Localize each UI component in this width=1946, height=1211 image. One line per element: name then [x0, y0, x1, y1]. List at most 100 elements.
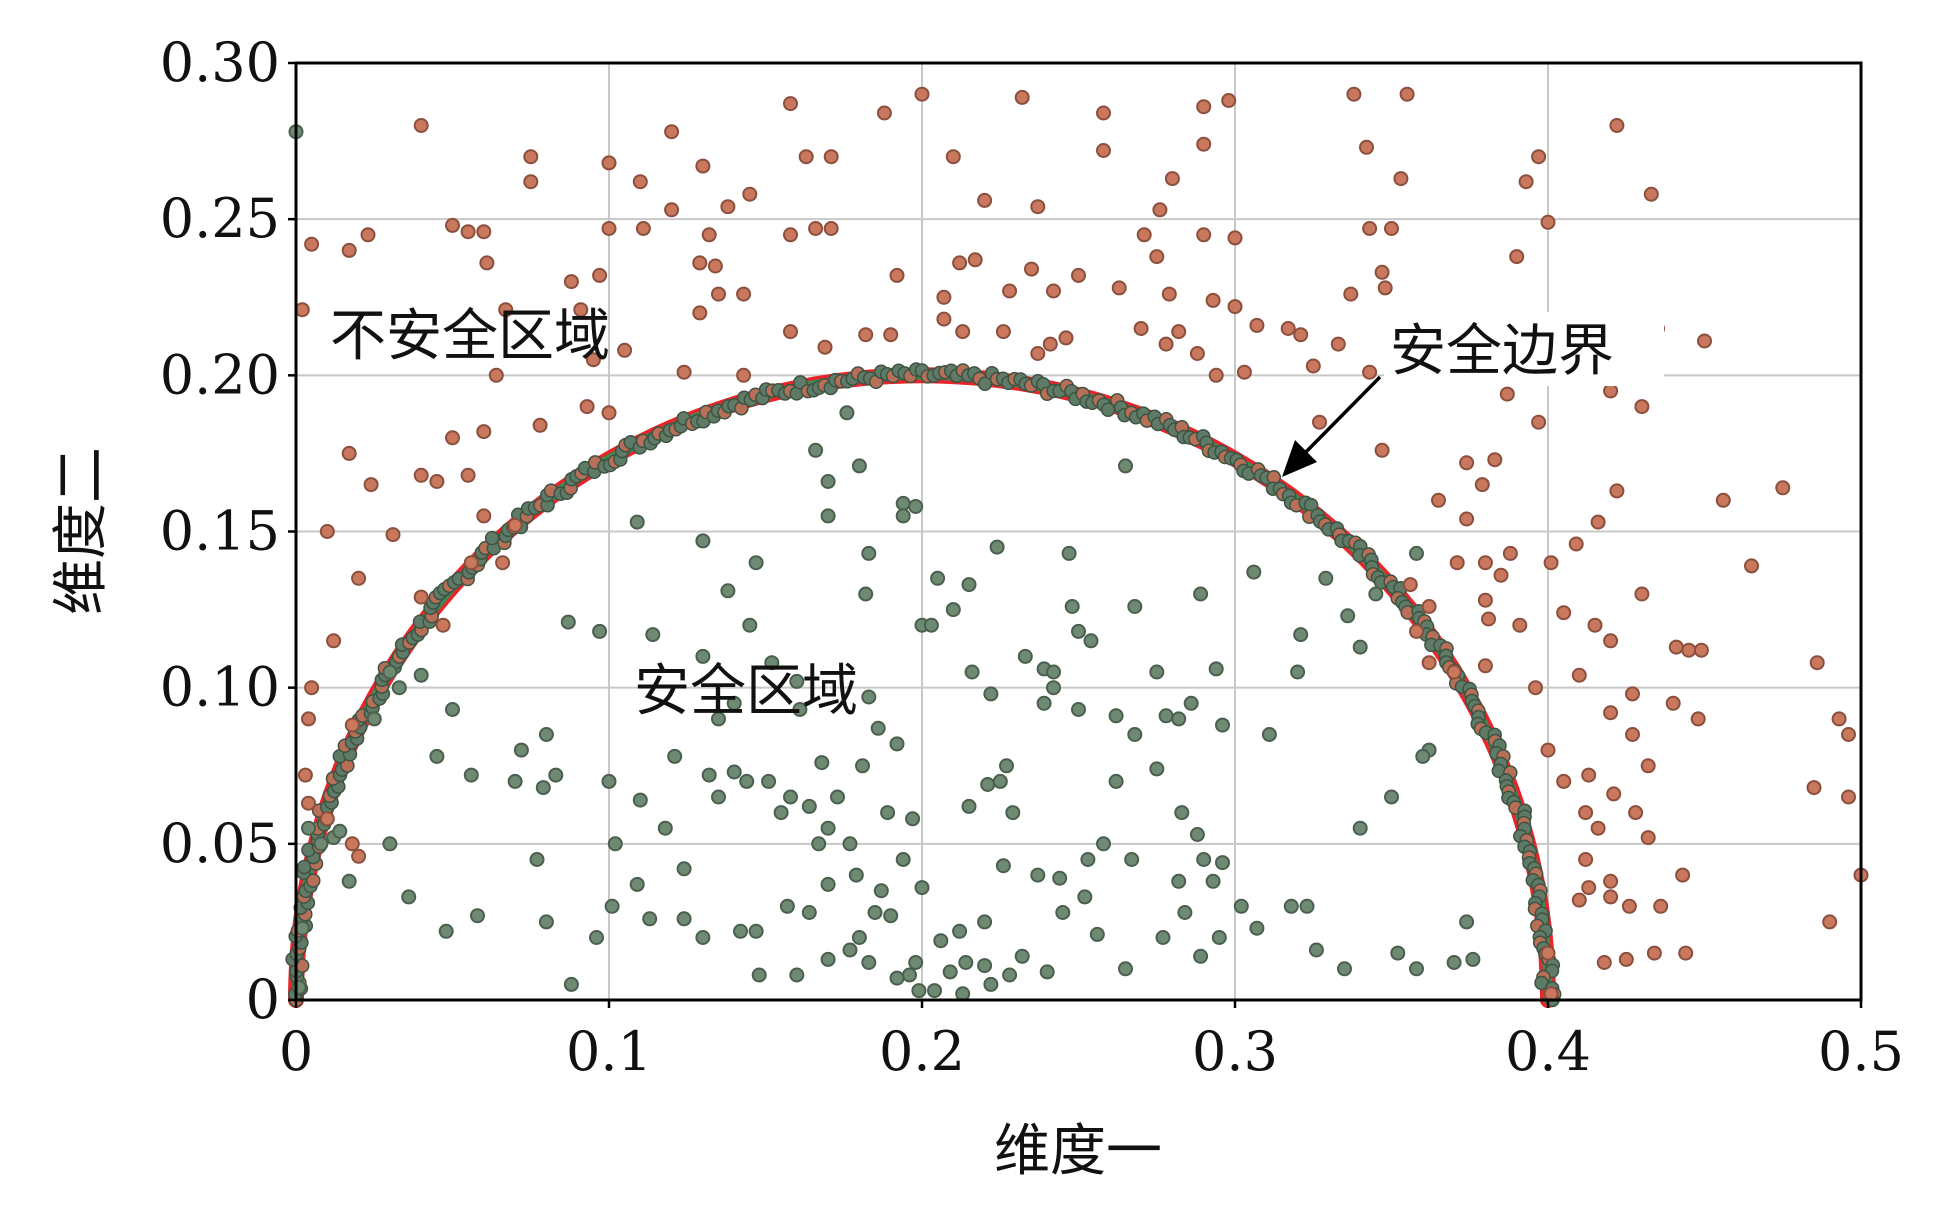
- unsafe-point: [1556, 605, 1572, 621]
- safe-point: [930, 570, 946, 586]
- safe-point: [851, 458, 867, 474]
- safe-point: [945, 602, 961, 618]
- safe-point: [667, 748, 683, 764]
- safe-point: [445, 702, 460, 717]
- safe-point: [761, 773, 777, 789]
- unsafe-point: [1249, 317, 1265, 333]
- safe-point: [830, 789, 845, 805]
- safety-boundary-band: [285, 362, 1562, 1008]
- safe-point: [1155, 930, 1171, 945]
- unsafe-point: [1042, 336, 1058, 352]
- unsafe-point: [945, 149, 961, 165]
- y-tick-label: 0.10: [160, 656, 280, 719]
- unsafe-point: [344, 717, 360, 733]
- safe-point: [1108, 708, 1124, 724]
- safe-point: [1017, 648, 1033, 664]
- unsafe-point: [858, 327, 874, 343]
- unsafe-point: [601, 221, 617, 236]
- unsafe-point: [1402, 577, 1418, 593]
- unsafe-point: [1421, 655, 1437, 671]
- safe-point: [902, 967, 917, 983]
- safe-point: [513, 742, 529, 758]
- boundary-point: [484, 530, 500, 546]
- unsafe-point: [701, 227, 717, 243]
- safe-point: [927, 983, 942, 999]
- safe-point: [923, 617, 939, 633]
- unsafe-point: [1227, 230, 1243, 246]
- unsafe-point: [1578, 852, 1594, 867]
- safe-point: [739, 773, 755, 789]
- unsafe-point: [1459, 455, 1475, 471]
- unsafe-point: [1393, 171, 1409, 187]
- unsafe-point: [1374, 442, 1390, 458]
- unsafe-point: [1096, 143, 1111, 158]
- safe-point: [820, 820, 836, 836]
- unsafe-point: [1208, 367, 1224, 383]
- unsafe-point: [1543, 555, 1559, 571]
- unsafe-point: [1831, 711, 1847, 727]
- unsafe-point: [413, 589, 429, 605]
- safe-point: [751, 967, 767, 983]
- safe-point: [908, 499, 924, 514]
- unsafe-point: [1024, 261, 1039, 277]
- unsafe-point: [783, 324, 798, 340]
- unsafe-point: [1590, 514, 1606, 530]
- unsafe-point: [1164, 171, 1180, 187]
- unsafe-point: [1806, 780, 1822, 796]
- safe-point: [742, 617, 758, 633]
- unsafe-point: [635, 221, 651, 236]
- y-axis-title: 维度二: [49, 447, 114, 615]
- unsafe-point: [977, 192, 993, 208]
- safe-point: [1193, 948, 1209, 964]
- unsafe-point: [479, 255, 495, 271]
- y-tick-label: 0.05: [160, 812, 280, 875]
- unsafe-point: [955, 324, 971, 340]
- y-tick-label: 0.20: [160, 343, 280, 406]
- safe-point: [341, 873, 357, 889]
- unsafe-point: [1675, 867, 1691, 883]
- safe-point: [629, 876, 645, 892]
- safe-point: [657, 820, 673, 836]
- safe-point: [601, 773, 617, 789]
- safe-point: [1193, 586, 1209, 602]
- unsafe-point: [1606, 786, 1622, 802]
- unsafe-point: [664, 124, 680, 140]
- safe-point: [1127, 599, 1143, 614]
- unsafe-point: [319, 524, 335, 539]
- x-tick-label: 0: [279, 1020, 313, 1083]
- unsafe-point: [707, 258, 723, 274]
- unsafe-point: [1136, 227, 1152, 243]
- safe-point: [789, 673, 805, 689]
- unsafe-point: [1189, 346, 1205, 361]
- safe-point: [911, 983, 927, 999]
- unsafe-point: [1446, 664, 1462, 680]
- safe-point: [1459, 914, 1475, 930]
- unsafe-point: [1133, 321, 1149, 336]
- unsafe-point: [1609, 483, 1625, 499]
- unsafe-point: [1841, 789, 1856, 805]
- unsafe-point: [1715, 492, 1731, 508]
- unsafe-point: [1556, 773, 1572, 789]
- safe-point: [858, 586, 874, 602]
- unsafe-point: [823, 221, 839, 236]
- safe-point: [1127, 727, 1143, 742]
- unsafe-point: [301, 795, 316, 811]
- safe-point: [1290, 664, 1306, 680]
- unsafe-point: [1581, 767, 1597, 783]
- unsafe-point: [742, 186, 758, 202]
- unsafe-point: [601, 155, 617, 171]
- safe-point: [1174, 805, 1190, 821]
- unsafe-point: [783, 96, 798, 112]
- safe-point: [391, 680, 407, 696]
- axis-ticks: 0 0.1 0.2 0.3 0.4 0.5 0 0.05 0.10 0.15 0.20 0.25 0.3…: [160, 31, 1904, 1083]
- unsafe-point: [294, 302, 310, 318]
- unsafe-point: [460, 467, 476, 483]
- unsafe-point: [1030, 346, 1046, 361]
- unsafe-point: [385, 527, 401, 543]
- unsafe-point: [952, 255, 968, 271]
- safe-point: [401, 889, 417, 905]
- safe-point: [1368, 586, 1384, 602]
- unsafe-point: [876, 105, 892, 121]
- y-tick-label: 0: [246, 968, 280, 1031]
- data-points: [288, 86, 1869, 1002]
